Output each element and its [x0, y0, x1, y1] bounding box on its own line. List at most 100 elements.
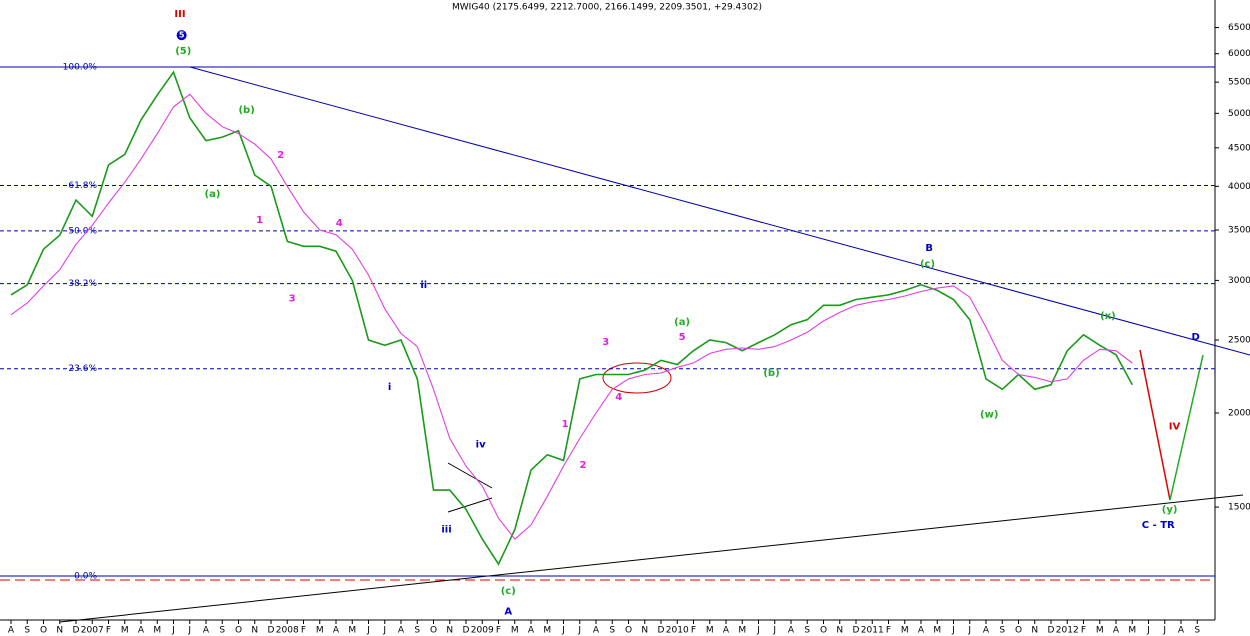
wave-label: (x) [1100, 311, 1116, 322]
y-tick-label: 3500 [1228, 225, 1250, 235]
x-tick-label: A [593, 626, 600, 636]
x-tick-label: D [853, 626, 860, 636]
x-tick-label: A [1178, 626, 1185, 636]
upper-trendline [189, 66, 1250, 356]
x-tick-label: S [1194, 626, 1200, 636]
ma-line [10, 93, 1133, 540]
wave-label: IV [1169, 421, 1181, 432]
x-tick-label: 2007 [81, 626, 104, 636]
x-tick-label: 2012 [1056, 626, 1079, 636]
fib-label: 100.0% [63, 63, 98, 73]
x-tick-label: 2011 [861, 626, 884, 636]
x-tick-label: A [398, 626, 405, 636]
fib-label: 0.0% [74, 571, 97, 581]
wave-label: D [1191, 332, 1199, 343]
y-tick-label: 4500 [1228, 143, 1250, 153]
x-tick-label: J [187, 626, 191, 636]
x-tick-label: O [1015, 626, 1022, 636]
x-tick-label: S [804, 626, 810, 636]
x-tick-label: S [219, 626, 225, 636]
x-tick-label: O [430, 626, 437, 636]
x-tick-label: N [446, 626, 453, 636]
x-tick-label: D [268, 626, 275, 636]
highlight-ellipse [602, 362, 672, 394]
wave-label: 2 [580, 460, 587, 471]
x-tick-label: J [366, 626, 370, 636]
wave-label: (5) [175, 46, 191, 57]
x-tick-label: A [528, 626, 535, 636]
x-tick-label: M [706, 626, 714, 636]
x-tick-label: F [301, 626, 306, 636]
x-tick-label: M [1128, 626, 1136, 636]
x-tick-label: D [73, 626, 80, 636]
x-tick-label: D [463, 626, 470, 636]
x-tick-label: N [251, 626, 258, 636]
x-tick-label: M [348, 626, 356, 636]
x-tick-label: A [983, 626, 990, 636]
y-tick-label: 5500 [1228, 78, 1250, 88]
y-tick-label: 5000 [1228, 109, 1250, 119]
triangle-line [447, 497, 493, 513]
x-tick-label: O [40, 626, 47, 636]
x-tick-label: 2009 [471, 626, 494, 636]
wave-label: A [504, 606, 512, 617]
wave-label: (c) [501, 586, 516, 597]
x-tick-label: F [106, 626, 111, 636]
x-tick-label: J [756, 626, 760, 636]
wave-label: iv [476, 440, 486, 451]
wave-label: i [388, 382, 391, 393]
wave-label: 4 [336, 218, 343, 229]
wave-label: (b) [763, 368, 779, 379]
x-tick-label: N [1031, 626, 1038, 636]
x-tick-label: S [414, 626, 420, 636]
wave-label: (a) [674, 317, 690, 328]
wave-label: 3 [602, 337, 609, 348]
x-tick-label: A [723, 626, 730, 636]
projection-down [1139, 349, 1171, 501]
x-tick-label: O [235, 626, 242, 636]
x-tick-label: M [511, 626, 519, 636]
wave-label: 2 [277, 150, 284, 161]
x-tick-label: F [691, 626, 696, 636]
x-tick-label: J [951, 626, 955, 636]
x-tick-label: M [316, 626, 324, 636]
x-tick-label: A [8, 626, 15, 636]
wave-circle [176, 30, 187, 41]
fib-label: 61.8% [68, 181, 97, 191]
fib-label: 38.2% [68, 279, 97, 289]
x-tick-label: A [333, 626, 340, 636]
x-tick-label: N [56, 626, 63, 636]
wave-label: ii [420, 280, 427, 291]
x-tick-label: F [1081, 626, 1086, 636]
x-tick-label: 2008 [276, 626, 299, 636]
triangle-line [447, 462, 493, 489]
x-tick-label: F [496, 626, 501, 636]
x-tick-label: F [886, 626, 891, 636]
y-tick-label: 1500 [1228, 503, 1250, 513]
projection-up [1169, 354, 1204, 501]
x-tick-label: M [153, 626, 161, 636]
x-tick-label: J [1146, 626, 1150, 636]
x-tick-label: S [24, 626, 30, 636]
wave-label: 1 [256, 215, 263, 226]
x-tick-label: M [121, 626, 129, 636]
y-tick-label: 6500 [1228, 23, 1250, 33]
x-tick-label: M [901, 626, 909, 636]
y-tick-label: 2000 [1228, 408, 1250, 418]
x-tick-label: D [658, 626, 665, 636]
x-tick-label: O [820, 626, 827, 636]
x-tick-label: J [171, 626, 175, 636]
price-line [10, 70, 1134, 566]
x-tick-label: J [772, 626, 776, 636]
wave-label: iii [441, 525, 451, 536]
x-tick-label: A [788, 626, 795, 636]
x-tick-label: N [641, 626, 648, 636]
lower-trendline [59, 494, 1244, 623]
wave-label: (a) [205, 189, 221, 200]
fib-label: 50.0% [68, 226, 97, 236]
x-tick-label: A [138, 626, 145, 636]
x-tick-label: J [1162, 626, 1166, 636]
x-tick-label: J [561, 626, 565, 636]
